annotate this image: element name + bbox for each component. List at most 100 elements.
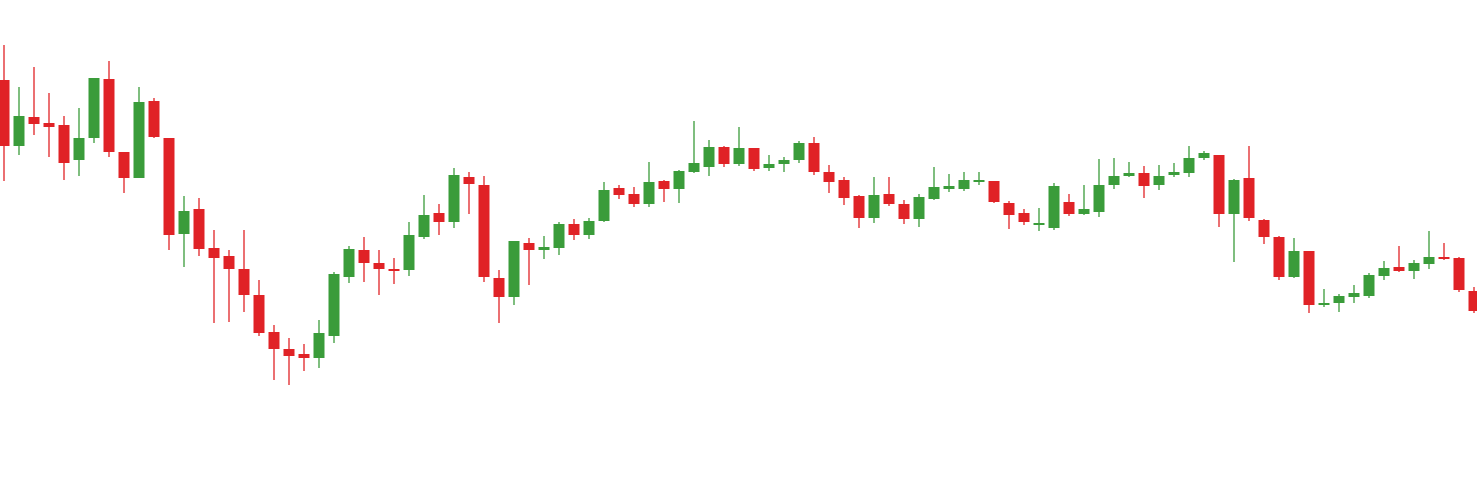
candle-body — [883, 194, 895, 204]
candle-body — [868, 195, 880, 218]
candle-body — [1333, 296, 1345, 303]
candle-body — [1393, 267, 1405, 271]
candle-body — [808, 143, 820, 172]
candle-body — [973, 180, 985, 182]
candle-body — [1288, 251, 1300, 277]
candle-body — [193, 209, 205, 249]
candle-body — [1303, 251, 1315, 305]
candle-body — [28, 117, 40, 124]
candle-body — [1093, 185, 1105, 212]
candle-body — [1048, 186, 1060, 228]
candle-body — [1138, 173, 1150, 186]
candle-body — [463, 177, 475, 184]
candle-body — [283, 349, 295, 356]
candle-body — [568, 224, 580, 235]
candle-body — [793, 143, 805, 160]
candle-body — [688, 163, 700, 172]
candle-body — [88, 78, 100, 138]
candle-body — [133, 102, 145, 178]
candle-body — [598, 190, 610, 221]
candle-body — [583, 221, 595, 235]
candle-body — [0, 80, 10, 146]
candle-body — [178, 211, 190, 234]
candle-body — [1363, 275, 1375, 296]
candle-body — [1453, 258, 1465, 290]
candle-body — [388, 269, 400, 271]
candle-body — [253, 295, 265, 333]
candle-body — [1003, 203, 1015, 215]
candle-body — [373, 263, 385, 269]
candle-body — [238, 269, 250, 295]
candle-body — [613, 188, 625, 195]
candle-body — [358, 250, 370, 263]
candle-body — [508, 241, 520, 297]
candle-body — [658, 181, 670, 189]
candle-body — [763, 164, 775, 168]
candle-body — [13, 116, 25, 146]
candle-body — [163, 138, 175, 235]
candle-body — [928, 187, 940, 199]
candle-body — [268, 332, 280, 349]
candle-body — [1063, 202, 1075, 214]
candle-body — [403, 235, 415, 270]
candle-body — [1228, 180, 1240, 214]
candle-body — [103, 79, 115, 152]
candle-body — [418, 215, 430, 237]
candle-body — [703, 147, 715, 167]
candle-body — [823, 172, 835, 182]
candle-body — [778, 160, 790, 164]
candle-body — [433, 213, 445, 222]
candle-body — [748, 148, 760, 169]
candle-body — [988, 181, 1000, 202]
candle-body — [1033, 223, 1045, 225]
candle-body — [1468, 291, 1477, 311]
candle-body — [328, 274, 340, 336]
candle-body — [1123, 173, 1135, 176]
candle-body — [478, 185, 490, 277]
candle-body — [223, 256, 235, 269]
candle-body — [673, 171, 685, 189]
candle-body — [1168, 172, 1180, 175]
candle-body — [838, 180, 850, 198]
candle-body — [958, 180, 970, 189]
candle-body — [73, 138, 85, 160]
candle-body — [643, 182, 655, 204]
candle-body — [43, 123, 55, 127]
candle-body — [1423, 257, 1435, 264]
candle-body — [208, 248, 220, 258]
candle-body — [1318, 303, 1330, 305]
candle-body — [1348, 293, 1360, 297]
candle-body — [538, 247, 550, 250]
candle-body — [523, 243, 535, 250]
candle-body — [553, 224, 565, 248]
candle-body — [853, 196, 865, 218]
candle-body — [1438, 257, 1450, 259]
candle-body — [733, 148, 745, 164]
candle-body — [343, 249, 355, 277]
candle-body — [1213, 155, 1225, 214]
candle-body — [298, 354, 310, 358]
candle-body — [493, 278, 505, 297]
candle-body — [628, 194, 640, 204]
candle-body — [1153, 176, 1165, 185]
candle-body — [1273, 237, 1285, 277]
candle-body — [58, 125, 70, 163]
candle-body — [448, 175, 460, 222]
candle-body — [1243, 178, 1255, 218]
candle-body — [1018, 213, 1030, 222]
candle-body — [118, 152, 130, 178]
candle-body — [913, 197, 925, 219]
candle-body — [718, 147, 730, 164]
candle-body — [1408, 263, 1420, 271]
candle-body — [148, 101, 160, 137]
candle-body — [1378, 268, 1390, 276]
candle-body — [1108, 176, 1120, 185]
candle-body — [898, 204, 910, 219]
candle-body — [313, 333, 325, 358]
candle-body — [1078, 209, 1090, 214]
candle-body — [1183, 158, 1195, 173]
candle-body — [1258, 220, 1270, 237]
candle-body — [943, 186, 955, 189]
